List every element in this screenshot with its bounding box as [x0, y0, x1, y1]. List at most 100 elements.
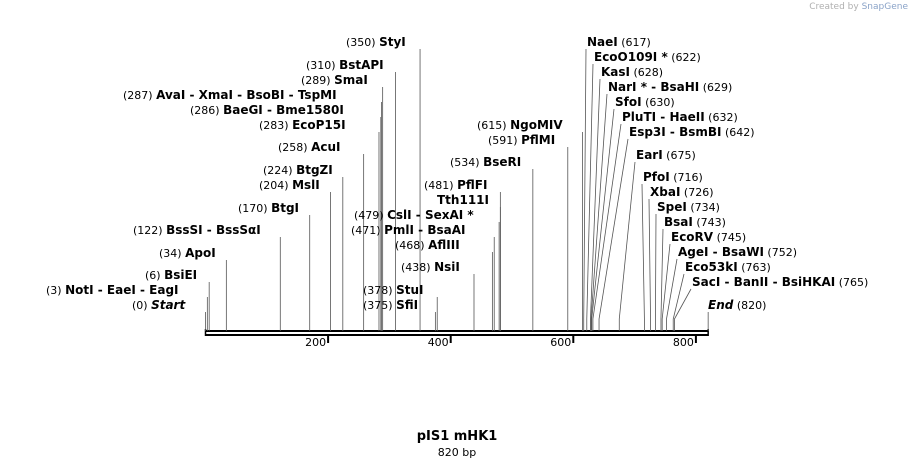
- site-label-sfoi: SfoI (630): [615, 95, 675, 109]
- site-label-noti: (3) NotI - EaeI - EagI: [46, 283, 179, 297]
- site-label-bseri: (534) BseRI: [450, 155, 521, 169]
- created-by-text: Created by: [809, 2, 859, 12]
- scale-tick-label: 200: [305, 336, 326, 349]
- site-label-avai: (287) AvaI - XmaI - BsoBI - TspMI: [123, 88, 337, 102]
- site-connector-ecoo109i: [586, 63, 594, 331]
- site-smai: (289) SmaI: [301, 73, 384, 331]
- site-styi: (350) StyI: [346, 35, 421, 331]
- site-agei: AgeI - BsaWI (752): [666, 245, 797, 331]
- site-label-acui: (258) AcuI: [278, 140, 341, 154]
- site-ngomiv: (615) NgoMIV: [477, 118, 583, 331]
- site-label-tth111i: Tth111I: [437, 193, 489, 207]
- site-bsiei: (6) BsiEI: [145, 268, 210, 331]
- site-label-saci: SacI - BanII - BsiHKAI (765): [692, 275, 868, 289]
- site-label-ngomiv: (615) NgoMIV: [477, 118, 563, 132]
- site-label-pluti: PluTI - HaeII (632): [622, 110, 738, 124]
- site-msli: (204) MslI: [259, 178, 331, 331]
- site-label-esp3i: Esp3I - BsmBI (642): [629, 125, 755, 139]
- site-label-pfoi: PfoI (716): [643, 170, 703, 184]
- site-connector-bsai: [660, 228, 664, 331]
- site-label-ecorv: EcoRV (745): [671, 230, 746, 244]
- site-sfoi: SfoI (630): [591, 95, 675, 331]
- site-bstapi: (310) BstAPI: [306, 58, 396, 331]
- site-spei: SpeI (734): [655, 200, 720, 331]
- site-label-smai: (289) SmaI: [301, 73, 368, 87]
- site-label-afliii: (468) AflIII: [395, 238, 460, 252]
- site-connector-kasi: [590, 78, 601, 331]
- site-sfii: (375) SfiI: [363, 298, 436, 331]
- snapgene-watermark: Created by SnapGene: [809, 2, 908, 12]
- scale-tick-label: 400: [428, 336, 449, 349]
- site-connector-eari: [618, 161, 636, 331]
- site-pfoi: PfoI (716): [641, 170, 703, 331]
- site-connector-sfoi: [591, 108, 615, 331]
- site-tth111i: Tth111I: [437, 193, 501, 331]
- site-connector-naei: [583, 48, 587, 331]
- site-label-ecop15i: (283) EcoP15I: [259, 118, 346, 132]
- site-label-bstapi: (310) BstAPI: [306, 58, 384, 72]
- site-btgzi: (224) BtgZI: [263, 163, 344, 331]
- site-connector-xbai: [648, 198, 651, 331]
- site-label-apoi: (34) ApoI: [159, 246, 216, 260]
- site-nari: NarI * - BsaHI (629): [590, 80, 732, 331]
- site-naei: NaeI (617): [583, 35, 651, 331]
- site-label-bsssi: (122) BssSI - BssSαI: [133, 223, 261, 237]
- site-label-nsii: (438) NsiI: [401, 260, 460, 274]
- site-eco53ki: Eco53kI (763): [672, 260, 771, 331]
- site-connector-saci: [674, 288, 692, 331]
- site-baegi: (286) BaeGI - Bme1580I: [190, 103, 382, 331]
- site-afliii: (468) AflIII: [395, 238, 493, 331]
- site-label-pflmi: (591) PflMI: [488, 133, 555, 147]
- site-acui: (258) AcuI: [278, 140, 365, 331]
- site-saci: SacI - BanII - BsiHKAI (765): [674, 275, 868, 331]
- site-label-ecoo109i: EcoO109I * (622): [594, 50, 701, 64]
- site-label-stui: (378) StuI: [363, 283, 423, 297]
- scale-tick-label: 600: [550, 336, 571, 349]
- site-label-styi: (350) StyI: [346, 35, 406, 49]
- site-pluti: PluTI - HaeII (632): [592, 110, 738, 331]
- site-connector-spei: [655, 213, 657, 331]
- site-label-agei: AgeI - BsaWI (752): [678, 245, 797, 259]
- site-label-start: (0) Start: [132, 298, 186, 312]
- site-bsai: BsaI (743): [660, 215, 726, 331]
- site-label-bsiei: (6) BsiEI: [145, 268, 197, 282]
- site-label-csli: (479) CslI - SexAI *: [354, 208, 474, 222]
- site-ecop15i: (283) EcoP15I: [259, 118, 380, 331]
- site-label-kasi: KasI (628): [601, 65, 663, 79]
- site-label-msli: (204) MslI: [259, 178, 320, 192]
- site-label-xbai: XbaI (726): [650, 185, 713, 199]
- site-label-btgi: (170) BtgI: [238, 201, 299, 215]
- site-label-btgzi: (224) BtgZI: [263, 163, 333, 177]
- site-csli: (479) CslI - SexAI *: [354, 208, 500, 331]
- site-connector-pluti: [592, 123, 622, 331]
- site-btgi: (170) BtgI: [238, 201, 311, 331]
- site-ecorv: EcoRV (745): [661, 230, 746, 331]
- site-noti: (3) NotI - EaeI - EagI: [46, 283, 208, 331]
- site-label-naei: NaeI (617): [587, 35, 651, 49]
- site-pflmi: (591) PflMI: [488, 133, 569, 331]
- site-label-end: End (820): [708, 298, 766, 312]
- site-esp3i: Esp3I - BsmBI (642): [598, 125, 755, 331]
- site-connector-esp3i: [598, 138, 629, 331]
- site-label-pflfi: (481) PflFI: [424, 178, 487, 192]
- site-label-pmli: (471) PmlI - BsaAI: [351, 223, 465, 237]
- snapgene-logo: SnapGene: [861, 2, 908, 12]
- scale-tick-label: 800: [673, 336, 694, 349]
- site-eari: EarI (675): [618, 148, 696, 331]
- site-stui: (378) StuI: [363, 283, 438, 331]
- site-kasi: KasI (628): [590, 65, 663, 331]
- site-label-eco53ki: Eco53kI (763): [685, 260, 771, 274]
- site-avai: (287) AvaI - XmaI - BsoBI - TspMI: [123, 88, 382, 331]
- site-ecoo109i: EcoO109I * (622): [586, 50, 701, 331]
- site-connector-pfoi: [641, 183, 645, 331]
- site-label-baegi: (286) BaeGI - Bme1580I: [190, 103, 344, 117]
- site-connector-ecorv: [661, 243, 671, 331]
- site-label-spei: SpeI (734): [657, 200, 720, 214]
- site-connector-nari: [590, 93, 608, 331]
- site-nsii: (438) NsiI: [401, 260, 475, 331]
- site-label-sfii: (375) SfiI: [363, 298, 418, 312]
- site-label-bsai: BsaI (743): [664, 215, 726, 229]
- site-bseri: (534) BseRI: [450, 155, 534, 331]
- site-connector-agei: [666, 258, 678, 331]
